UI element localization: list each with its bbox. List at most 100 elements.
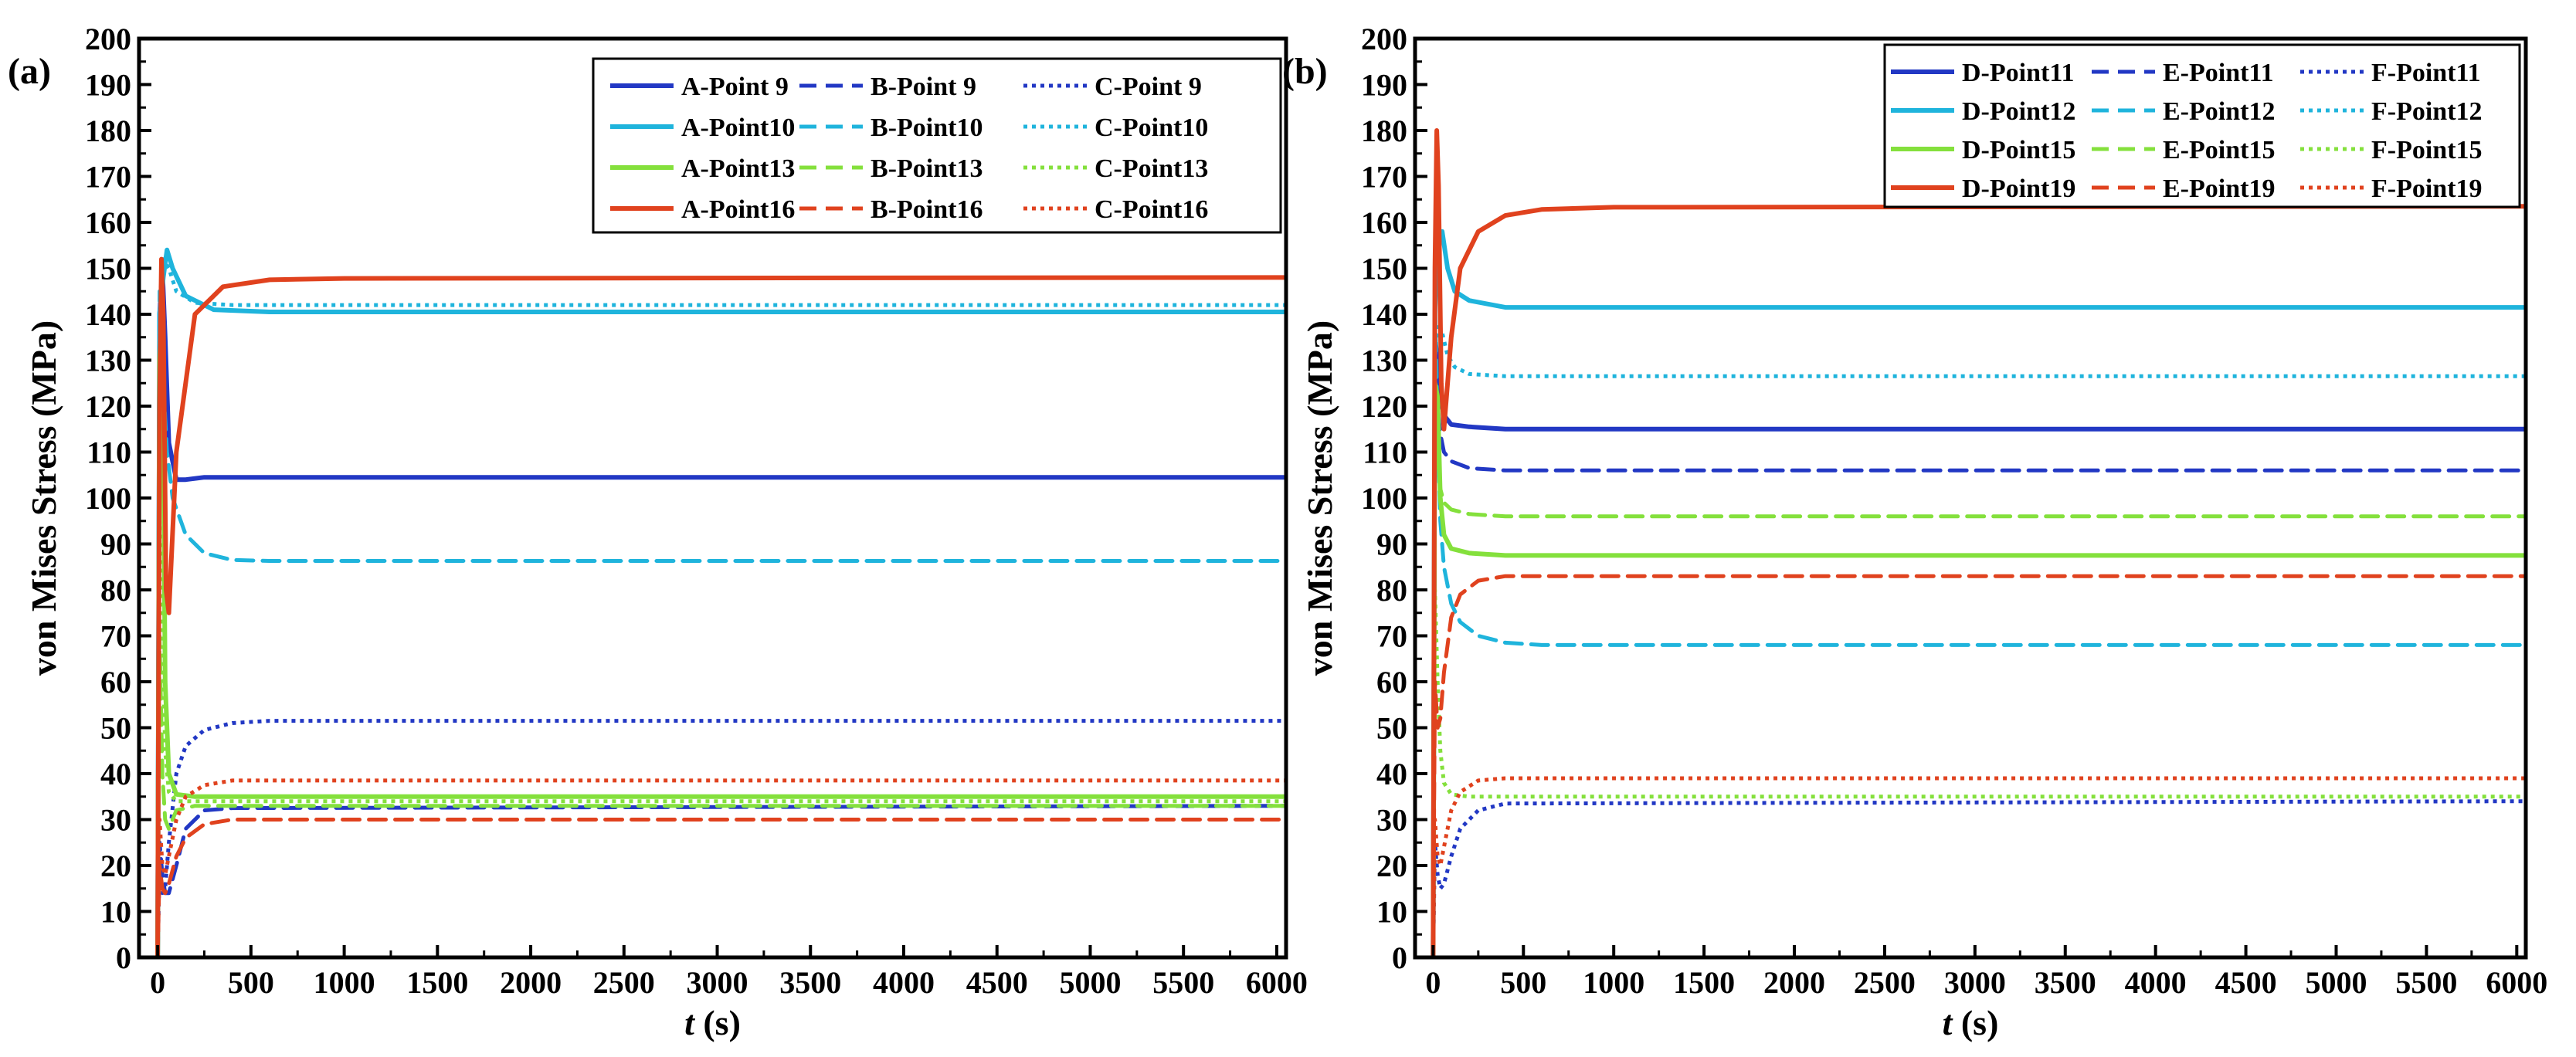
y-tick-label: 120: [1361, 389, 1407, 424]
x-tick-label: 3000: [687, 965, 748, 1000]
series-line-f-point11: [1431, 799, 2526, 957]
y-tick-label: 100: [85, 481, 131, 516]
x-tick-label: 4000: [873, 965, 935, 1000]
series-group: [1431, 128, 2526, 957]
y-tick-label: 60: [100, 665, 131, 700]
y-tick-label: 140: [85, 297, 131, 332]
series-line-c-point10: [155, 257, 1286, 957]
y-tick-label: 50: [1376, 711, 1407, 746]
legend-label: B-Point16: [871, 195, 983, 224]
y-tick-label: 160: [1361, 205, 1407, 240]
x-axis-variable: t: [1943, 1003, 1953, 1042]
panel-label: (a): [8, 51, 51, 92]
legend-box: [592, 57, 1282, 234]
y-tick-label: 30: [100, 803, 131, 838]
y-tick-label: 170: [1361, 160, 1407, 195]
x-tick-label: 3500: [779, 965, 841, 1000]
legend: D-Point11 E-Point11 F-Point11 D-Point12 E-Po…: [1883, 43, 2521, 208]
y-tick-label: 200: [1361, 22, 1407, 56]
x-tick-label: 6000: [1246, 965, 1308, 1000]
series-line-a-point10: [155, 247, 1286, 957]
legend: A-Point 9 B-Point 9 C-Point 9 A-Point10 B-Po…: [592, 57, 1282, 234]
y-tick-label: 150: [1361, 252, 1407, 286]
y-tick-label: 180: [85, 113, 131, 148]
y-tick-label: 190: [1361, 68, 1407, 103]
y-tick-label: 0: [116, 940, 131, 975]
x-tick-label: 0: [150, 965, 165, 1000]
legend-label: F-Point15: [2371, 136, 2483, 164]
y-tick-label: 110: [1363, 435, 1407, 470]
chart-panel-a: 0 500 1000 1500 2000 2500 3000 3500 4000 4500 5000…: [8, 22, 1308, 1042]
x-tick-label: 2000: [500, 965, 562, 1000]
legend-label: A-Point 9: [681, 73, 789, 101]
x-axis-unit: (s): [1952, 1003, 1998, 1042]
chart-panel-b: 0 500 1000 1500 2000 2500 3000 3500 4000 4500 5000…: [1282, 22, 2547, 1042]
series-line-b-point10: [155, 289, 1286, 957]
y-tick-label: 100: [1361, 481, 1407, 516]
series-line-e-point12: [1431, 289, 2526, 957]
x-tick-label: 1500: [1673, 965, 1735, 1000]
legend-label: F-Point19: [2371, 174, 2483, 203]
series-line-f-point19: [1431, 776, 2526, 957]
legend-label: C-Point10: [1095, 113, 1208, 142]
y-tick-label: 60: [1376, 665, 1407, 700]
series-line-f-point15: [1431, 588, 2526, 957]
legend-label: E-Point15: [2163, 136, 2275, 164]
legend-label: C-Point16: [1095, 195, 1208, 224]
series-line-c-point9: [155, 719, 1286, 957]
x-axis-title: t (s): [1943, 1003, 1999, 1042]
x-tick-label: 2500: [593, 965, 655, 1000]
y-tick-label: 130: [85, 344, 131, 378]
legend-label: B-Point 9: [871, 73, 976, 101]
x-tick-label: 5000: [1059, 965, 1121, 1000]
y-tick-label: 200: [85, 22, 131, 56]
legend-label: D-Point19: [1962, 174, 2075, 203]
panel-label: (b): [1282, 51, 1328, 92]
y-tick-label: 40: [100, 757, 131, 791]
legend-label: D-Point12: [1962, 97, 2075, 126]
x-tick-label: 1000: [1583, 965, 1644, 1000]
y-tick-label: 190: [85, 68, 131, 103]
legend-label: F-Point12: [2371, 97, 2483, 126]
legend-label: D-Point11: [1962, 59, 2074, 87]
x-tick-label: 4500: [966, 965, 1028, 1000]
y-tick-label: 80: [100, 573, 131, 608]
y-tick-label: 170: [85, 160, 131, 195]
series-line-d-point12: [1431, 229, 2526, 957]
series-line-a-point16: [155, 256, 1286, 957]
legend-box: [1883, 43, 2521, 208]
series-line-d-point11: [1431, 334, 2526, 957]
series-group: [155, 247, 1286, 957]
x-tick-label: 6000: [2486, 965, 2547, 1000]
x-tick-label: 5500: [1152, 965, 1214, 1000]
y-tick-label: 180: [1361, 113, 1407, 148]
series-line-e-point19: [1431, 574, 2526, 957]
x-tick-label: 4500: [2215, 965, 2277, 1000]
y-axis-title: von Mises Stress (MPa): [24, 320, 63, 676]
legend-label: B-Point13: [871, 154, 983, 183]
legend-label: E-Point19: [2163, 174, 2275, 203]
x-tick-label: 3500: [2035, 965, 2096, 1000]
series-line-c-point16: [155, 778, 1286, 957]
y-tick-label: 130: [1361, 344, 1407, 378]
legend-label: D-Point15: [1962, 136, 2075, 164]
y-tick-label: 10: [1376, 895, 1407, 930]
y-tick-label: 70: [1376, 619, 1407, 654]
y-axis-title: von Mises Stress (MPa): [1300, 320, 1339, 676]
series-line-f-point12: [1431, 321, 2526, 957]
x-tick-label: 1000: [314, 965, 375, 1000]
x-tick-label: 500: [1500, 965, 1546, 1000]
legend-label: B-Point10: [871, 113, 983, 142]
y-tick-label: 90: [1376, 527, 1407, 562]
y-tick-label: 140: [1361, 297, 1407, 332]
series-line-a-point13: [155, 303, 1286, 957]
y-tick-label: 110: [87, 435, 131, 470]
y-tick-label: 90: [100, 527, 131, 562]
series-line-c-point13: [155, 519, 1286, 957]
y-tick-label: 0: [1392, 940, 1407, 975]
x-tick-label: 2000: [1763, 965, 1825, 1000]
series-line-e-point11: [1431, 381, 2526, 957]
y-tick-label: 70: [100, 619, 131, 654]
